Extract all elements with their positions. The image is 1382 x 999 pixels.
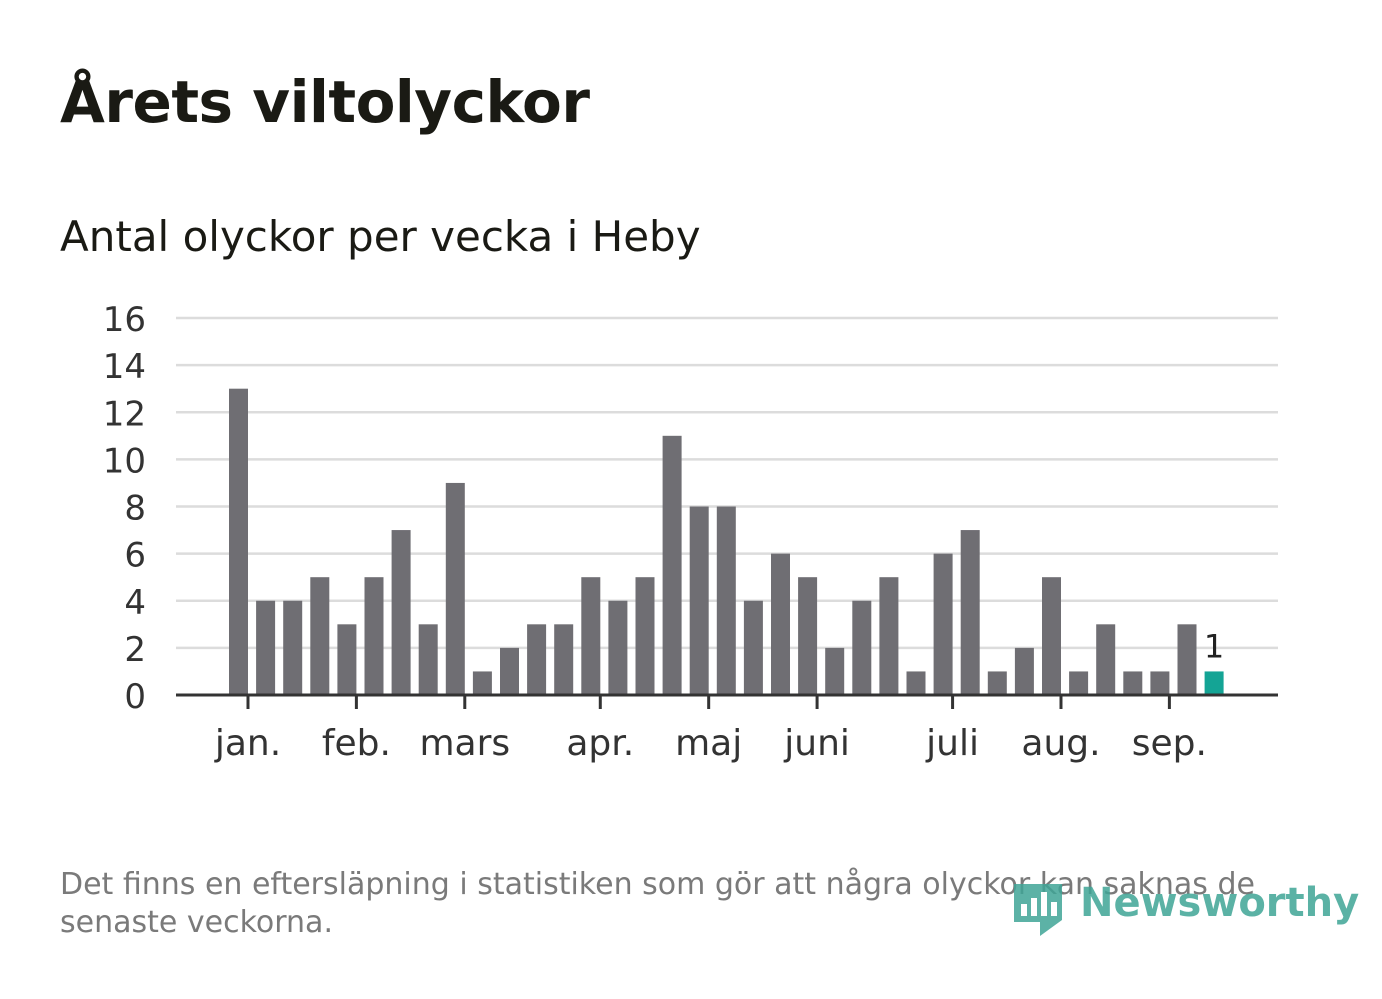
bar xyxy=(689,506,709,695)
x-tick-label: aug. xyxy=(1021,723,1100,764)
bar xyxy=(1014,647,1034,695)
bar xyxy=(418,624,438,695)
x-tick-label: juni xyxy=(783,723,850,764)
chart-subtitle: Antal olyckor per vecka i Heby xyxy=(60,212,701,261)
bars xyxy=(229,388,1224,695)
bar xyxy=(960,530,980,695)
y-tick-label: 0 xyxy=(124,677,146,717)
bar-chart: 0 2 4 6 8 10 12 14 16 jan. feb. mars apr. maj juni jul… xyxy=(103,300,1278,764)
bar xyxy=(662,435,682,695)
bar xyxy=(472,671,492,695)
y-tick-label: 8 xyxy=(124,489,146,529)
bar xyxy=(391,530,411,695)
bar xyxy=(608,600,628,695)
bar xyxy=(554,624,574,695)
bar xyxy=(283,600,303,695)
x-axis-ticks: jan. feb. mars apr. maj juni juli aug. sep. xyxy=(214,695,1207,764)
x-tick-label: mars xyxy=(419,723,510,764)
brand-name: Newsworthy xyxy=(1080,880,1360,926)
bar xyxy=(445,482,465,695)
y-tick-label: 10 xyxy=(103,441,146,481)
bar xyxy=(1096,624,1116,695)
bar xyxy=(716,506,736,695)
bar xyxy=(906,671,926,695)
y-tick-label: 2 xyxy=(124,630,146,670)
x-tick-label: feb. xyxy=(322,723,391,764)
x-tick-label: sep. xyxy=(1132,723,1207,764)
bar xyxy=(1177,624,1197,695)
bar xyxy=(798,577,818,695)
y-tick-label: 12 xyxy=(103,394,146,434)
bar xyxy=(500,647,519,695)
bar xyxy=(852,600,872,695)
y-tick-label: 6 xyxy=(124,536,146,576)
bar xyxy=(1150,671,1170,695)
x-tick-label: apr. xyxy=(566,723,634,764)
bar xyxy=(825,647,845,695)
bar xyxy=(743,600,763,695)
bar xyxy=(364,577,384,695)
bar xyxy=(256,600,276,695)
x-tick-label: juli xyxy=(925,723,979,764)
bar xyxy=(635,577,655,695)
brand-logo: Newsworthy xyxy=(1010,874,1359,944)
bar xyxy=(337,624,357,695)
y-tick-label: 4 xyxy=(124,583,146,623)
x-tick-label: maj xyxy=(675,723,742,764)
bar xyxy=(310,577,330,695)
bar xyxy=(771,553,790,695)
bar xyxy=(1069,671,1089,695)
x-tick-label: jan. xyxy=(214,723,281,764)
y-tick-label: 16 xyxy=(103,300,146,340)
bar xyxy=(1042,577,1061,695)
highlight-value-label: 1 xyxy=(1204,627,1224,665)
bar xyxy=(1123,671,1143,695)
bar xyxy=(987,671,1007,695)
bar-highlight xyxy=(1204,671,1224,695)
newsworthy-logo-icon xyxy=(1014,884,1062,936)
chart-title: Årets viltolyckor xyxy=(60,68,590,136)
bar xyxy=(581,577,601,695)
bar xyxy=(527,624,547,695)
bar xyxy=(933,553,953,695)
bar xyxy=(229,388,248,695)
data-labels: 1 xyxy=(1204,627,1224,665)
y-tick-label: 14 xyxy=(103,347,146,387)
y-axis-ticks: 0 2 4 6 8 10 12 14 16 xyxy=(103,300,146,717)
bar xyxy=(879,577,899,695)
